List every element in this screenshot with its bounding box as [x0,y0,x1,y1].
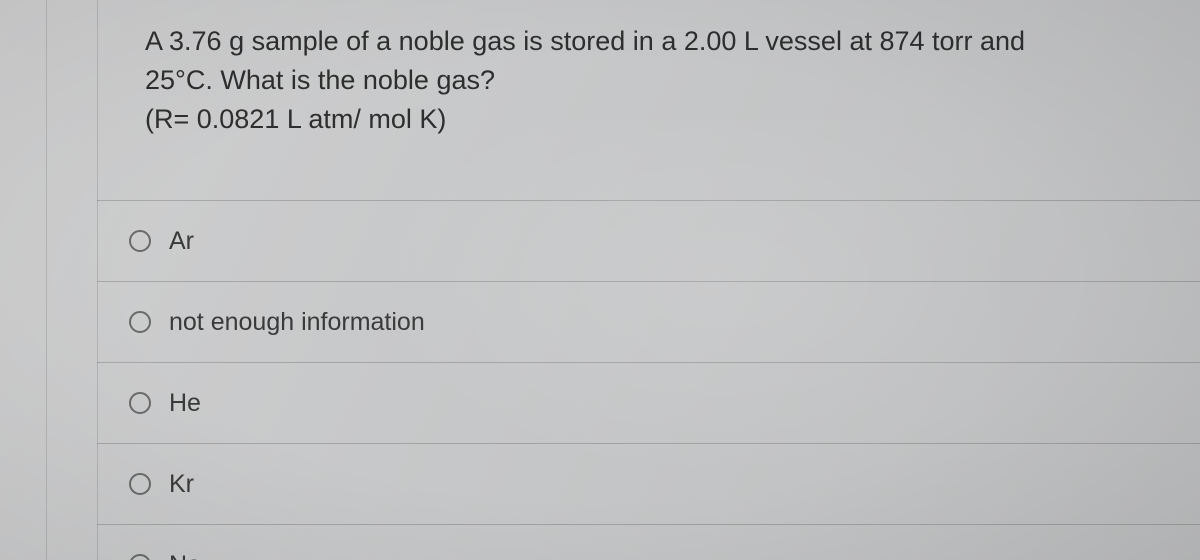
question-line: (R= 0.0821 L atm/ mol K) [145,100,1110,139]
radio-icon[interactable] [129,392,151,414]
radio-icon[interactable] [129,230,151,252]
option-label: Kr [169,470,194,499]
option-row[interactable]: Kr [97,443,1200,524]
option-row[interactable]: Ne [97,524,1200,560]
radio-icon[interactable] [129,311,151,333]
option-row[interactable]: Ar [97,200,1200,281]
question-text: A 3.76 g sample of a noble gas is stored… [145,22,1110,139]
option-label: Ar [169,227,194,256]
option-row[interactable]: He [97,362,1200,443]
question-line: A 3.76 g sample of a noble gas is stored… [145,22,1110,61]
vertical-rule [46,0,47,560]
radio-icon[interactable] [129,554,151,560]
option-label: not enough information [169,308,425,337]
option-row[interactable]: not enough information [97,281,1200,362]
question-sheet: A 3.76 g sample of a noble gas is stored… [0,0,1200,560]
question-line: 25°C. What is the noble gas? [145,61,1110,100]
options-list: Ar not enough information He Kr Ne [97,200,1200,560]
option-label: Ne [169,551,201,560]
radio-icon[interactable] [129,473,151,495]
option-label: He [169,389,201,418]
